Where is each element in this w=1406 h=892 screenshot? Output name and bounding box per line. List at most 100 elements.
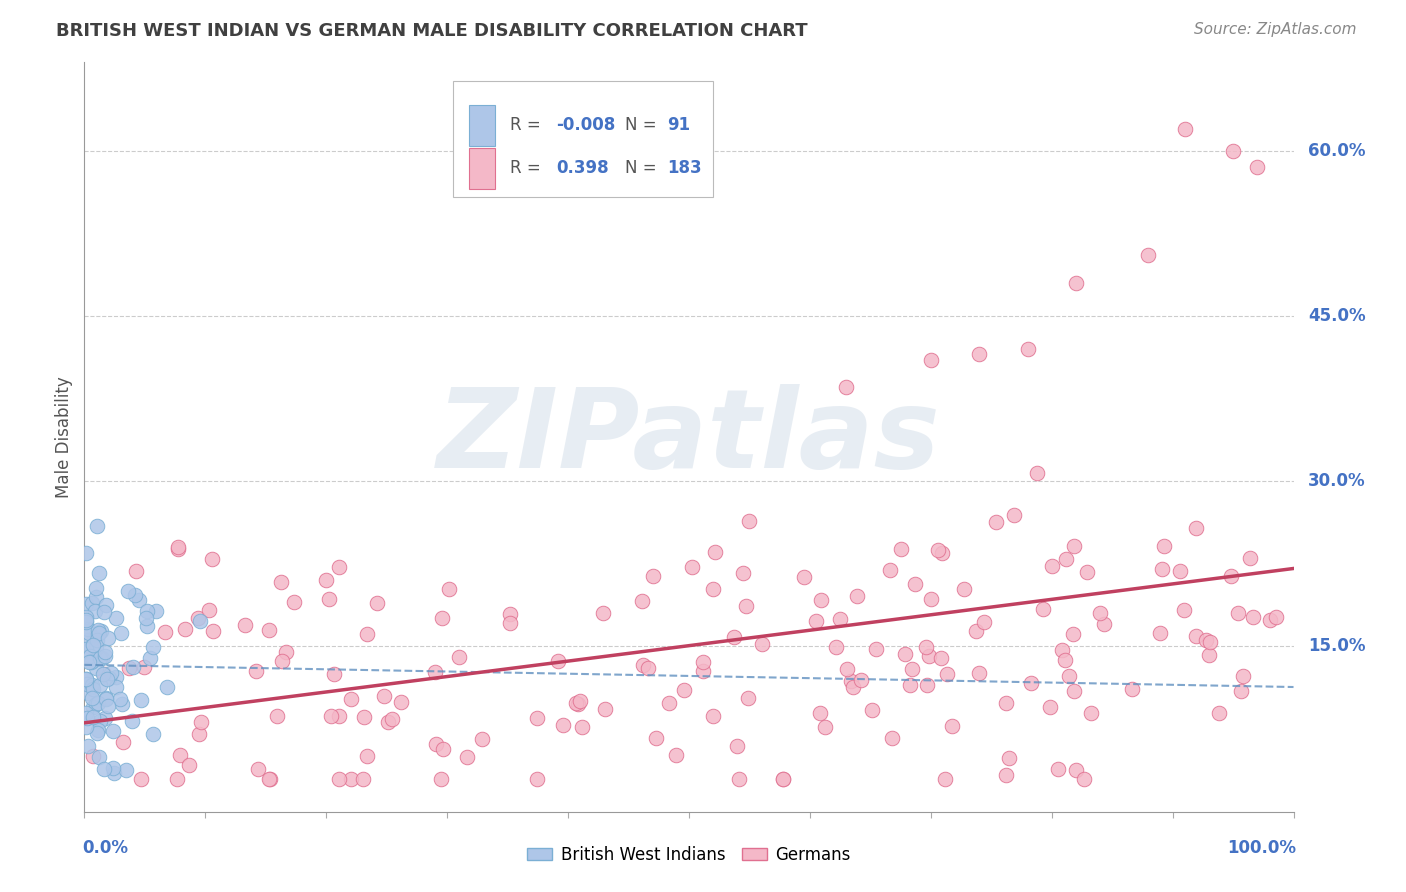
Point [702,582,724,597]
Point [456,750,478,764]
Point [849,673,872,687]
Point [1080,706,1102,721]
Text: -0.008: -0.008 [555,116,616,135]
Point [915,640,938,655]
Point [973,615,995,629]
Point [198,603,221,617]
Point [84,660,107,674]
Point [86,640,108,655]
Point [553,718,575,732]
Point [920,591,942,606]
Point [995,768,1018,782]
Point [353,710,375,724]
Point [658,696,681,710]
Point [1073,772,1095,786]
Text: Source: ZipAtlas.com: Source: ZipAtlas.com [1194,22,1357,37]
Point [893,647,915,661]
Point [1019,676,1042,690]
Point [592,607,614,621]
Point [274,645,297,659]
Point [201,551,224,566]
Point [142,727,165,741]
Point [135,611,157,625]
Point [89,714,111,729]
Y-axis label: Male Disability: Male Disability [55,376,73,498]
Point [84,590,107,604]
Legend: British West Indians, Germans: British West Indians, Germans [520,839,858,871]
Point [75,598,97,612]
Point [93,648,115,663]
Point [499,607,522,621]
Point [738,514,761,528]
Point [128,592,150,607]
Point [104,670,127,684]
Point [1230,683,1253,698]
Point [87,566,110,581]
Point [75,546,97,560]
Point [526,772,548,786]
Point [259,772,281,786]
Point [808,706,831,721]
Point [432,742,454,756]
Point [118,661,141,675]
Point [91,667,114,681]
Point [94,690,117,705]
Point [124,564,146,578]
Point [1047,762,1070,776]
Point [77,625,100,640]
Point [631,658,654,673]
Point [79,655,101,669]
Point [321,709,343,723]
Point [381,712,404,726]
Point [1032,602,1054,616]
Point [132,660,155,674]
Point [87,627,110,641]
Point [77,686,100,700]
Point [920,353,942,368]
Point [352,772,374,786]
Point [1017,342,1039,356]
Point [283,595,305,609]
Point [153,624,176,639]
Point [1150,562,1173,576]
Point [904,577,927,591]
Point [82,748,104,763]
Point [644,731,666,745]
Point [101,724,124,739]
Point [1239,550,1261,565]
Point [1062,626,1084,640]
Point [93,666,115,681]
Point [547,654,569,668]
Point [918,648,941,663]
Point [93,763,115,777]
Point [526,711,548,725]
Point [318,591,340,606]
Point [315,574,337,588]
FancyBboxPatch shape [468,148,495,189]
Point [271,654,294,668]
Text: BRITISH WEST INDIAN VS GERMAN MALE DISABILITY CORRELATION CHART: BRITISH WEST INDIAN VS GERMAN MALE DISAB… [56,22,808,40]
Point [1050,643,1073,657]
Point [96,598,118,612]
Point [328,709,350,723]
Point [75,615,97,630]
Point [934,772,956,786]
Point [323,667,346,681]
Point [898,678,921,692]
Point [111,697,134,711]
Point [80,656,103,670]
Point [1076,565,1098,579]
Point [356,626,378,640]
Point [727,772,749,786]
Point [813,721,835,735]
Point [97,632,120,646]
Point [1208,706,1230,720]
Point [356,749,378,764]
Point [340,692,363,706]
Point [188,727,211,741]
Point [97,671,120,685]
Point [328,559,350,574]
Point [1064,276,1087,290]
Point [725,739,748,753]
Point [936,666,959,681]
